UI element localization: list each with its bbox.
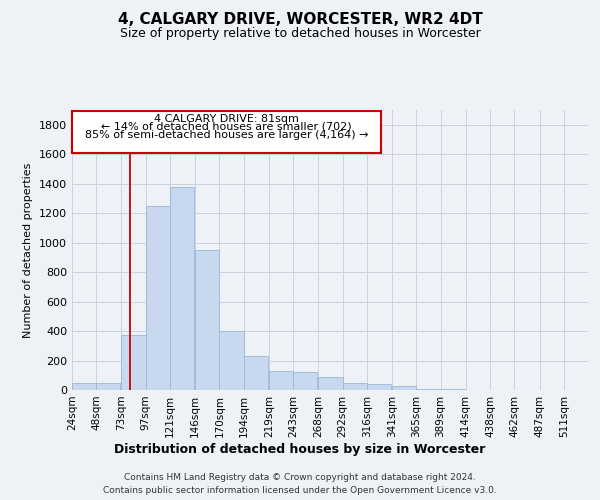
Bar — [121, 336, 146, 390]
Bar — [343, 384, 367, 390]
Bar — [367, 384, 391, 390]
Text: 4 CALGARY DRIVE: 81sqm: 4 CALGARY DRIVE: 81sqm — [154, 114, 299, 124]
Text: Contains HM Land Registry data © Crown copyright and database right 2024.: Contains HM Land Registry data © Crown c… — [124, 472, 476, 482]
Bar — [319, 378, 343, 390]
Text: 4, CALGARY DRIVE, WORCESTER, WR2 4DT: 4, CALGARY DRIVE, WORCESTER, WR2 4DT — [118, 12, 482, 28]
Text: 85% of semi-detached houses are larger (4,164) →: 85% of semi-detached houses are larger (… — [85, 130, 368, 140]
Bar — [72, 382, 96, 390]
Bar — [269, 371, 293, 390]
Text: Contains public sector information licensed under the Open Government Licence v3: Contains public sector information licen… — [103, 486, 497, 495]
Text: Size of property relative to detached houses in Worcester: Size of property relative to detached ho… — [119, 28, 481, 40]
Bar — [195, 250, 220, 390]
Text: ← 14% of detached houses are smaller (702): ← 14% of detached houses are smaller (70… — [101, 122, 352, 132]
Bar — [72, 110, 381, 152]
Bar — [170, 186, 194, 390]
Bar — [220, 331, 244, 390]
Bar — [244, 356, 268, 390]
Text: Distribution of detached houses by size in Worcester: Distribution of detached houses by size … — [115, 442, 485, 456]
Y-axis label: Number of detached properties: Number of detached properties — [23, 162, 34, 338]
Bar — [392, 386, 416, 390]
Bar — [293, 372, 317, 390]
Bar — [96, 382, 121, 390]
Bar — [146, 206, 170, 390]
